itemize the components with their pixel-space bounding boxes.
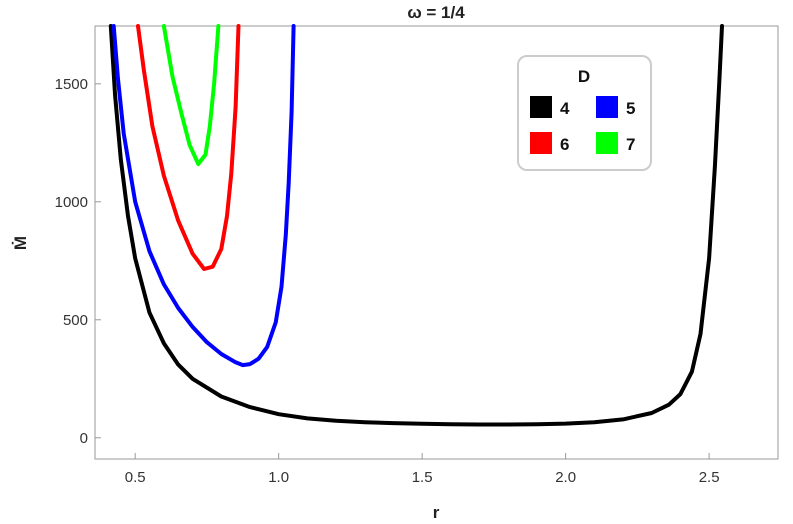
legend-label-D6: 6 xyxy=(560,135,569,154)
series-line-D5 xyxy=(111,24,296,368)
y-axis-label: Ṁ xyxy=(11,236,30,250)
legend: D 4 5 6 7 xyxy=(517,55,652,171)
legend-swatch-D6 xyxy=(530,132,552,154)
plot-area xyxy=(94,25,779,460)
legend-entries: 4 5 6 7 xyxy=(530,96,635,154)
legend-swatch-D7 xyxy=(596,132,618,154)
legend-swatch-D5 xyxy=(596,96,618,118)
x-tick-label: 1.0 xyxy=(268,469,289,486)
chart-title: ω = 1/4 xyxy=(407,3,465,22)
x-tick-label: 1.5 xyxy=(412,469,433,486)
x-tick-label: 2.0 xyxy=(555,469,576,486)
x-axis-label: r xyxy=(433,503,440,522)
legend-title: D xyxy=(578,67,590,86)
y-tick-label: 1000 xyxy=(55,194,88,211)
series-line-D7 xyxy=(161,24,221,166)
x-tick-label: 2.5 xyxy=(699,469,720,486)
legend-label-D7: 7 xyxy=(626,135,635,154)
legend-label-D5: 5 xyxy=(626,99,635,118)
series-layer xyxy=(108,24,724,427)
y-tick-label: 1500 xyxy=(55,76,88,93)
series-line-D6 xyxy=(136,24,241,271)
legend-label-D4: 4 xyxy=(560,99,570,118)
legend-swatch-D4 xyxy=(530,96,552,118)
y-tick-label: 0 xyxy=(80,430,88,447)
x-tick-label: 0.5 xyxy=(125,469,146,486)
y-tick-label: 500 xyxy=(63,312,88,329)
series-line-D4 xyxy=(108,24,724,427)
ticks-layer: 0.5 1.0 1.5 2.0 2.5 0 500 1000 1500 xyxy=(55,76,720,486)
